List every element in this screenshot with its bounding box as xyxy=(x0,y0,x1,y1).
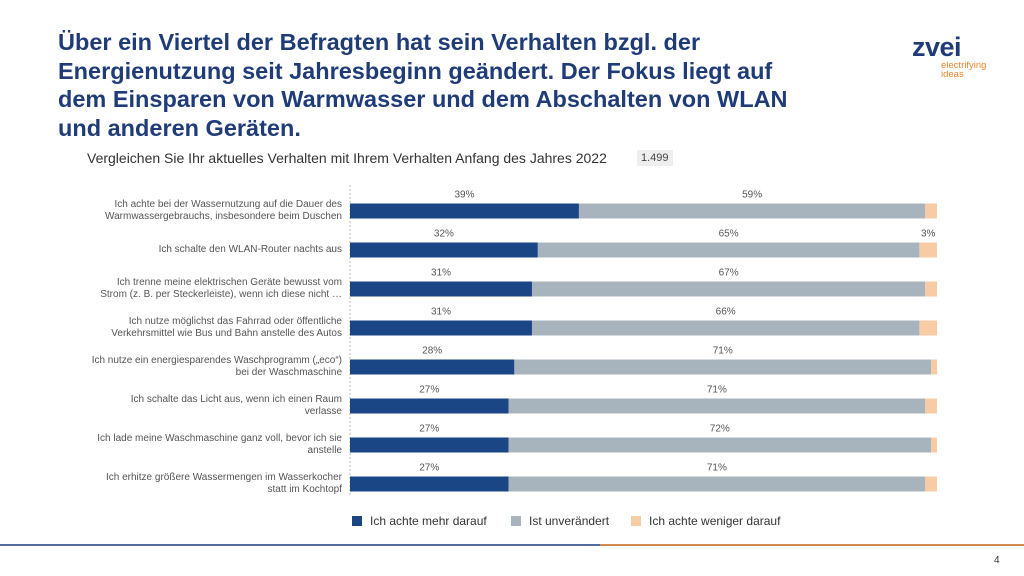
bar-segment xyxy=(925,476,937,492)
category-label: Ich lade meine Waschmaschine ganz voll, … xyxy=(97,433,342,456)
data-label: 27% xyxy=(419,385,439,396)
chart-subtitle: Vergleichen Sie Ihr aktuelles Verhalten … xyxy=(87,150,607,166)
legend-swatch xyxy=(511,516,521,526)
data-label: 65% xyxy=(719,229,739,240)
bar-segment xyxy=(508,437,932,453)
data-label: 27% xyxy=(419,463,439,474)
bar-segment xyxy=(508,398,926,414)
bar-segment xyxy=(919,242,937,258)
data-label: 59% xyxy=(742,190,762,201)
bar-segment xyxy=(931,359,937,375)
legend-label: Ich achte weniger darauf xyxy=(649,514,781,528)
bar-segment xyxy=(925,398,937,414)
logo-tagline: electrifying ideas xyxy=(941,60,987,80)
bar-segment xyxy=(508,476,926,492)
bar-segment xyxy=(350,359,515,375)
category-label: Ich achte bei der Wassernutzung auf die … xyxy=(105,199,342,222)
bar-segment xyxy=(350,398,509,414)
bar-segment xyxy=(350,203,579,219)
category-label: Ich nutze möglichst das Fahrrad oder öff… xyxy=(111,316,342,339)
category-label: Ich trenne meine elektrischen Geräte bew… xyxy=(100,277,342,300)
slide-title: Über ein Viertel der Befragten hat sein … xyxy=(58,29,788,141)
bar-segment xyxy=(537,242,920,258)
bar-segment xyxy=(350,476,509,492)
legend-label: Ist unverändert xyxy=(529,514,610,528)
legend-swatch xyxy=(631,516,641,526)
data-label: 39% xyxy=(454,190,474,201)
logo: zvei xyxy=(912,32,962,62)
data-label: 27% xyxy=(419,424,439,435)
sample-size: 1.499 xyxy=(637,150,673,166)
category-label: Ich schalte den WLAN-Router nachts aus xyxy=(158,244,342,255)
data-label: 3% xyxy=(921,229,936,240)
bar-segment xyxy=(350,242,538,258)
bar-segment xyxy=(925,281,937,297)
category-label: Ich erhitze größere Wassermengen im Wass… xyxy=(105,472,342,495)
data-label: 72% xyxy=(710,424,730,435)
data-label: 71% xyxy=(707,385,727,396)
data-label: 71% xyxy=(707,463,727,474)
page-number: 4 xyxy=(994,555,1000,566)
data-label: 31% xyxy=(431,307,451,318)
data-label: 32% xyxy=(434,229,454,240)
legend-swatch xyxy=(352,516,362,526)
bar-segment xyxy=(531,281,926,297)
bar-segment xyxy=(514,359,932,375)
bar-segment xyxy=(350,281,532,297)
category-label: Ich schalte das Licht aus, wenn ich eine… xyxy=(130,394,342,417)
bar-segment xyxy=(350,437,509,453)
bar-segment xyxy=(925,203,937,219)
bar-segment xyxy=(931,437,937,453)
data-label: 71% xyxy=(713,346,733,357)
legend-label: Ich achte mehr darauf xyxy=(370,514,487,528)
data-label: 67% xyxy=(719,268,739,279)
data-label: 31% xyxy=(431,268,451,279)
data-label: 66% xyxy=(716,307,736,318)
bar-segment xyxy=(531,320,920,336)
bar-segment xyxy=(919,320,937,336)
category-label: Ich nutze ein energiesparendes Waschprog… xyxy=(91,355,342,378)
data-label: 28% xyxy=(422,346,442,357)
bar-segment xyxy=(350,320,532,336)
bar-segment xyxy=(578,203,926,219)
